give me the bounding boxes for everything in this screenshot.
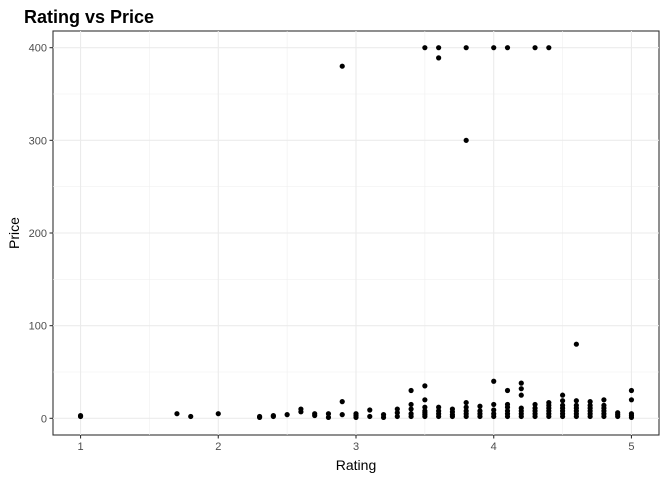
- data-point: [504, 387, 511, 394]
- data-point: [491, 378, 497, 384]
- x-tick-label: 3: [353, 441, 359, 453]
- chart-title: Rating vs Price: [24, 7, 155, 27]
- y-tick-label: 400: [29, 43, 47, 55]
- data-point: [463, 399, 469, 406]
- data-point: [174, 411, 180, 417]
- data-point: [518, 392, 524, 398]
- data-point: [559, 392, 566, 398]
- data-point: [394, 406, 400, 412]
- y-tick-label: 300: [29, 135, 47, 147]
- data-point: [436, 408, 442, 414]
- data-point: [339, 399, 345, 405]
- data-point: [477, 403, 483, 409]
- data-point: [408, 387, 414, 394]
- data-point: [573, 398, 579, 404]
- data-point: [587, 402, 593, 408]
- data-point: [518, 405, 524, 411]
- data-points: [77, 45, 635, 420]
- data-point: [628, 397, 635, 403]
- x-tick-label: 2: [215, 441, 221, 453]
- data-point: [573, 402, 579, 408]
- data-point: [408, 406, 414, 412]
- data-point: [298, 406, 304, 412]
- y-tick-label: 200: [29, 228, 47, 240]
- x-axis-title: Rating: [336, 457, 376, 473]
- x-tick-label: 4: [491, 441, 497, 453]
- data-point: [270, 412, 276, 419]
- data-point: [436, 404, 442, 410]
- x-tick-label: 1: [77, 441, 83, 453]
- y-tick-label: 0: [41, 413, 47, 425]
- data-point: [339, 63, 345, 69]
- data-point: [504, 401, 511, 408]
- data-point: [546, 399, 552, 406]
- y-axis: 0 100 200 300 400: [29, 43, 53, 425]
- data-point: [463, 408, 469, 414]
- data-point: [532, 405, 538, 411]
- data-point: [518, 386, 524, 392]
- data-point: [367, 413, 373, 420]
- data-point: [436, 45, 442, 51]
- data-point: [325, 411, 332, 417]
- data-point: [587, 399, 593, 405]
- data-point: [422, 383, 428, 389]
- data-point: [546, 45, 552, 51]
- data-point: [491, 401, 497, 408]
- data-point: [422, 45, 428, 51]
- data-point: [436, 55, 442, 61]
- data-point: [422, 397, 428, 403]
- data-point: [394, 410, 400, 416]
- data-point: [477, 408, 483, 414]
- data-point: [353, 411, 359, 417]
- data-point: [491, 411, 497, 417]
- data-point: [491, 407, 497, 413]
- data-point: [394, 413, 400, 420]
- data-point: [615, 410, 621, 416]
- data-point: [559, 402, 566, 408]
- data-point: [532, 45, 538, 51]
- data-point: [463, 404, 469, 410]
- data-point: [504, 45, 511, 51]
- data-point: [504, 408, 511, 414]
- y-axis-title: Price: [6, 217, 22, 249]
- data-point: [518, 380, 524, 386]
- data-point: [367, 407, 373, 413]
- data-point: [463, 137, 469, 143]
- data-point: [601, 397, 607, 403]
- y-tick-label: 100: [29, 321, 47, 333]
- data-point: [284, 412, 290, 418]
- data-point: [325, 414, 332, 420]
- data-point: [77, 412, 84, 419]
- data-point: [408, 401, 414, 408]
- data-point: [380, 412, 387, 418]
- data-point: [215, 411, 221, 417]
- data-point: [188, 413, 194, 420]
- data-point: [573, 341, 579, 347]
- data-point: [628, 387, 635, 394]
- data-point: [628, 411, 635, 417]
- data-point: [408, 411, 414, 417]
- data-point: [532, 401, 538, 408]
- data-point: [559, 398, 566, 404]
- data-point: [422, 408, 428, 414]
- data-point: [312, 411, 318, 417]
- data-point: [601, 402, 607, 408]
- data-point: [256, 413, 263, 420]
- data-point: [463, 45, 469, 51]
- data-point: [339, 412, 345, 418]
- x-tick-label: 5: [628, 441, 634, 453]
- grid-lines: [53, 31, 659, 435]
- data-point: [422, 404, 428, 410]
- data-point: [491, 45, 497, 51]
- x-axis: 1 2 3 4 5: [77, 435, 635, 453]
- data-point: [449, 406, 456, 412]
